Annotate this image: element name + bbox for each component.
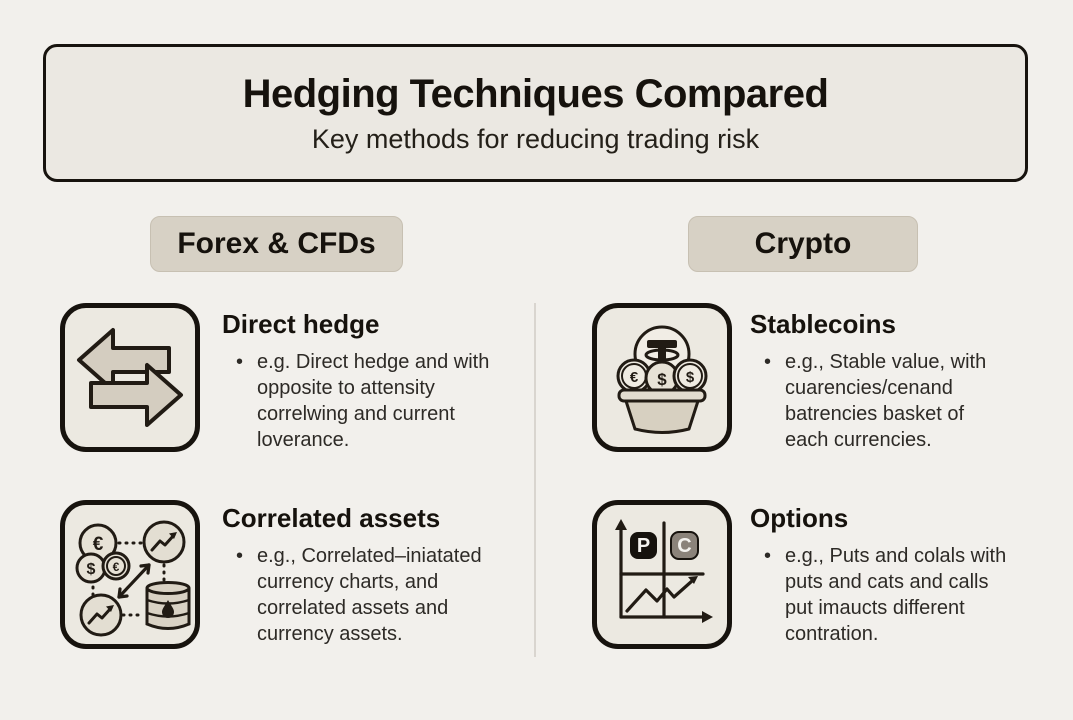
card-bullet-text: e.g. Direct hedge and with opposite to a… (257, 351, 490, 451)
card-options-icon-box: P C (592, 500, 732, 649)
bullet-row: • e.g., Stable value, with cuarencies/ce… (750, 349, 1050, 453)
page-title: Hedging Techniques Compared (242, 71, 829, 116)
bullet-marker: • (236, 351, 244, 373)
bullet-marker: • (764, 545, 772, 567)
card-direct-hedge-icon-box (60, 303, 200, 452)
euro-coin-glyph: € (113, 560, 120, 574)
card-heading: Stablecoins (750, 309, 896, 339)
column-divider (534, 303, 536, 657)
card-bullet-text: e.g., Puts and colals with puts and cats… (785, 545, 1007, 645)
card-correlated-assets-icon-box: € $ € (60, 500, 200, 649)
card-bullet-text: e.g., Stable value, with cuarencies/cena… (785, 351, 987, 451)
page-subtitle: Key methods for reducing trading risk (311, 123, 760, 154)
correlated-assets-icon: € $ € (75, 520, 191, 637)
dollar-coin-glyph: $ (87, 561, 96, 578)
put-option-glyph: P (637, 535, 650, 557)
column-header-crypto: Crypto (688, 216, 918, 272)
bullet-row: • e.g., Puts and colals with puts and ca… (750, 543, 1050, 647)
card-heading: Options (750, 503, 849, 533)
card-bullet-text: e.g., Correlated–iniatated currency char… (257, 545, 482, 645)
bullet-marker: • (764, 351, 772, 373)
card-heading: Correlated assets (222, 503, 441, 533)
options-chart-icon: P C (615, 519, 713, 623)
stablecoins-basket-icon: € $ $ (616, 325, 708, 434)
transfer-arrows-icon (77, 328, 183, 427)
card-correlated-assets: Correlated assets • e.g., Correlated–ini… (222, 502, 522, 647)
dollar-coin-glyph: $ (657, 370, 667, 389)
card-options: Options • e.g., Puts and colals with put… (750, 502, 1050, 647)
card-direct-hedge: Direct hedge • e.g. Direct hedge and wit… (222, 308, 522, 453)
column-header-forex: Forex & CFDs (150, 216, 403, 272)
bullet-marker: • (236, 545, 244, 567)
card-stablecoins-icon-box: € $ $ (592, 303, 732, 452)
header-panel: Hedging Techniques Compared Key methods … (43, 44, 1028, 182)
card-stablecoins: Stablecoins • e.g., Stable value, with c… (750, 308, 1050, 453)
bullet-row: • e.g. Direct hedge and with opposite to… (222, 349, 522, 453)
euro-coin-glyph: € (93, 534, 104, 555)
bullet-row: • e.g., Correlated–iniatated currency ch… (222, 543, 522, 647)
card-heading: Direct hedge (222, 309, 380, 339)
call-option-glyph: C (677, 535, 691, 557)
euro-coin-glyph: € (630, 369, 639, 386)
dollar-coin-glyph: $ (686, 369, 695, 386)
